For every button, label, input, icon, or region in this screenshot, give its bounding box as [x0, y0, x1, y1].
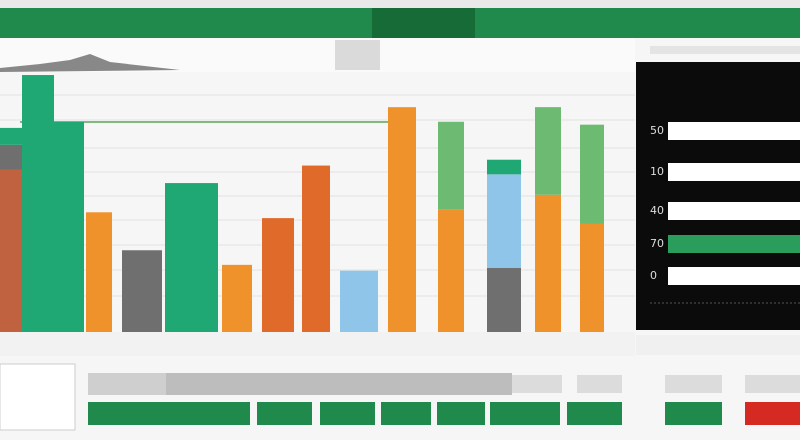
bar-segment — [580, 124, 604, 224]
bar-segment — [535, 107, 561, 195]
bar-segment — [222, 264, 252, 332]
cell — [745, 375, 800, 393]
bar-segment — [487, 267, 521, 332]
bar-segment — [438, 121, 464, 210]
panel-label: 10 — [650, 165, 664, 178]
bar-segment — [340, 270, 378, 332]
button[interactable] — [320, 402, 375, 425]
bar-segment — [535, 194, 561, 332]
bar-segment — [262, 218, 294, 332]
button[interactable] — [567, 402, 622, 425]
panel-rows: 50 10 40 70 0 — [650, 122, 800, 304]
bar-segment — [165, 183, 218, 332]
bar-segment — [0, 127, 22, 145]
bar-segment — [122, 250, 162, 332]
button-row — [88, 402, 800, 425]
panel-field — [668, 122, 800, 140]
panel-field — [668, 267, 800, 285]
side-list — [0, 363, 76, 431]
button[interactable] — [437, 402, 485, 425]
bar-segment — [302, 165, 330, 332]
panel-field — [668, 202, 800, 220]
button[interactable] — [490, 402, 560, 425]
cell — [512, 375, 562, 393]
header-cell — [335, 40, 380, 70]
side-panel — [636, 62, 800, 330]
button[interactable] — [88, 402, 250, 425]
bar-segment — [86, 212, 112, 332]
bar-segment — [0, 169, 22, 332]
panel-label: 0 — [650, 269, 657, 282]
progress-segment — [88, 373, 166, 395]
bar-segment — [22, 75, 54, 332]
button[interactable] — [381, 402, 431, 425]
panel-label: 50 — [650, 124, 664, 137]
bars — [0, 75, 604, 332]
cell — [577, 375, 622, 393]
panel-label: 70 — [650, 237, 664, 250]
bar-segment — [0, 144, 22, 170]
sparkline — [0, 54, 180, 72]
panel-field — [668, 163, 800, 181]
panel-field — [668, 235, 800, 253]
title-bar — [0, 0, 800, 8]
panel-label: 40 — [650, 204, 664, 217]
bar-segment — [54, 121, 84, 332]
cell — [665, 375, 722, 393]
toolbar-tab[interactable] — [372, 8, 475, 38]
button[interactable] — [665, 402, 722, 425]
bar-segment — [580, 223, 604, 332]
button[interactable] — [745, 402, 800, 425]
bar-segment — [487, 159, 521, 175]
panel-footer — [636, 335, 800, 355]
bar-segment — [487, 174, 521, 268]
bar-segment — [388, 107, 416, 332]
axis-row — [0, 332, 635, 356]
bar-segment — [438, 209, 464, 332]
panel-header — [650, 46, 800, 54]
button[interactable] — [257, 402, 312, 425]
progress-track — [88, 373, 512, 395]
